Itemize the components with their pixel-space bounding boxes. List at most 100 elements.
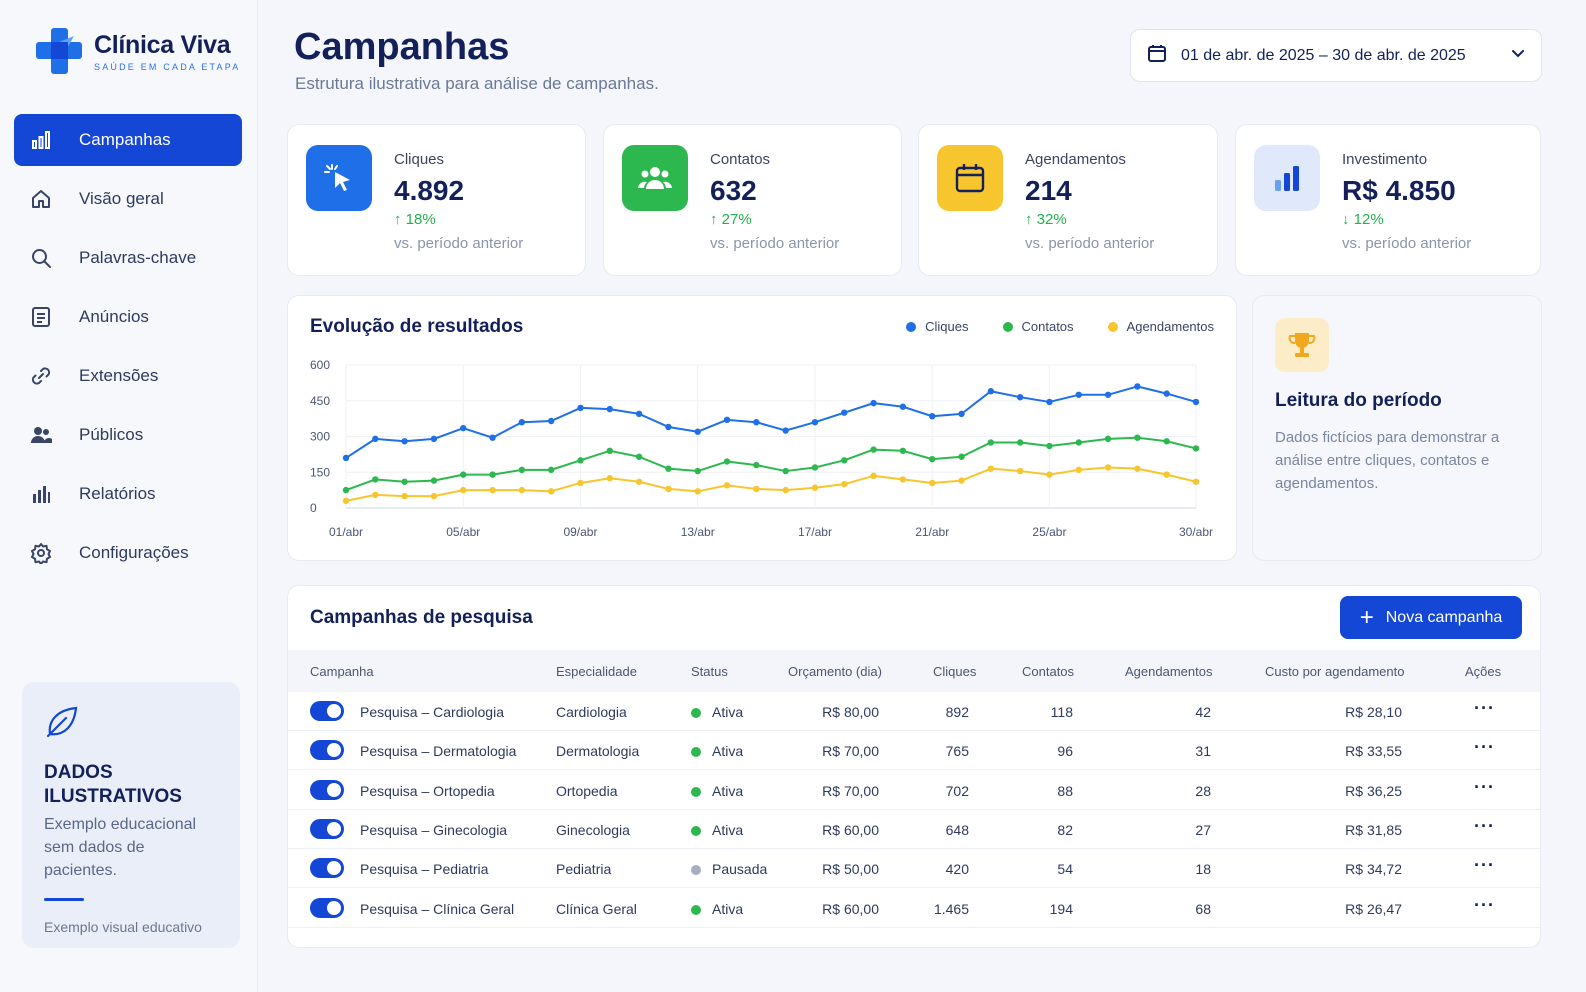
column-header[interactable]: Contatos: [1022, 664, 1075, 679]
campaign-name[interactable]: Pesquisa – Pediatria: [360, 861, 489, 877]
status-dot: [691, 905, 701, 915]
column-header[interactable]: Orçamento (dia): [788, 664, 882, 679]
campaigns-table-card: Campanhas de pesquisa + Nova campanha Ca…: [287, 585, 1541, 948]
campaign-toggle[interactable]: [310, 819, 344, 839]
sidebar-item-relatorios[interactable]: Relatórios: [14, 468, 242, 520]
campaign-toggle[interactable]: [310, 701, 344, 721]
info-card-title: DADOS ILUSTRATIVOS: [44, 762, 182, 807]
more-actions-icon[interactable]: ···: [1474, 737, 1495, 757]
status: Ativa: [691, 822, 743, 838]
sidebar-item-anuncios[interactable]: Anúncios: [14, 291, 242, 343]
data-point: [753, 485, 760, 493]
campaign-name[interactable]: Pesquisa – Ginecologia: [360, 822, 508, 838]
status-dot: [691, 865, 701, 875]
sidebar-item-extensoes[interactable]: Extensões: [14, 350, 242, 402]
data-point: [929, 455, 936, 463]
campaign-toggle[interactable]: [310, 740, 344, 760]
series-line-agendamentos: [345, 466, 1197, 502]
kpi-value: 214: [1025, 175, 1072, 206]
sidebar-item-configuracoes[interactable]: Configurações: [14, 527, 242, 579]
legend-item-agendamentos[interactable]: Agendamentos: [1107, 319, 1214, 334]
data-point: [606, 475, 613, 482]
x-tick-label: 09/abr: [563, 525, 597, 539]
kpi-delta-value: 12%: [1353, 211, 1384, 228]
sidebar-item-palavras-chave[interactable]: Palavras-chave: [14, 232, 242, 284]
data-point: [577, 457, 584, 464]
data-point: [460, 471, 467, 478]
column-header[interactable]: Especialidade: [556, 664, 637, 679]
budget: R$ 70,00: [822, 743, 879, 759]
specialty: Cardiologia: [556, 704, 627, 720]
data-point: [342, 486, 350, 494]
table-row[interactable]: Pesquisa – Pediatria Pediatria Pausada R$ 5…: [288, 849, 1540, 888]
brand-logo[interactable]: Clínica Viva SAÚDE EM CADA ETAPA: [34, 26, 241, 76]
data-point: [401, 492, 408, 500]
campaign-name[interactable]: Pesquisa – Dermatologia: [360, 743, 517, 759]
period-reading-card: Leitura do período Dados fictícios para …: [1252, 295, 1542, 561]
sidebar-item-publicos[interactable]: Públicos: [14, 409, 242, 461]
table-row[interactable]: Pesquisa – Cardiologia Cardiologia Ativa R$…: [288, 692, 1540, 731]
sidebar-item-visao-geral[interactable]: Visão geral: [14, 173, 242, 225]
data-point: [430, 492, 438, 500]
sidebar-item-label: Relatórios: [79, 484, 156, 503]
column-header[interactable]: Cliques: [933, 664, 977, 679]
budget: R$ 50,00: [822, 861, 879, 877]
contacts: 118: [1050, 704, 1073, 720]
budget: R$ 70,00: [822, 783, 879, 799]
data-point: [811, 419, 819, 426]
campaign-toggle[interactable]: [310, 898, 344, 918]
data-point: [577, 479, 584, 487]
table-row[interactable]: Pesquisa – Ortopedia Ortopedia Ativa R$ 70,…: [288, 771, 1540, 810]
sidebar-item-campanhas[interactable]: Campanhas: [14, 114, 242, 166]
column-header[interactable]: Status: [691, 664, 728, 679]
data-point: [1163, 390, 1170, 397]
kpi-delta-value: 18%: [405, 211, 436, 228]
data-point: [635, 410, 643, 418]
trophy-icon: [1275, 318, 1329, 372]
data-point: [401, 478, 408, 485]
new-campaign-button[interactable]: + Nova campanha: [1340, 596, 1522, 639]
campaign-name[interactable]: Pesquisa – Clínica Geral: [360, 901, 515, 917]
column-header[interactable]: Custo por agendamento: [1265, 664, 1405, 679]
data-point: [635, 453, 643, 460]
legend-item-contatos[interactable]: Contatos: [1002, 319, 1074, 334]
series-line-cliques: [345, 385, 1197, 459]
search-icon: [30, 247, 52, 269]
data-point: [899, 447, 907, 454]
column-header[interactable]: Agendamentos: [1125, 664, 1213, 679]
kpi-card-cliques: Cliques 4.892 ↑ 18% vs. período anterior: [287, 124, 586, 276]
more-actions-icon[interactable]: ···: [1474, 698, 1495, 718]
data-point: [753, 461, 760, 469]
more-actions-icon[interactable]: ···: [1474, 816, 1495, 836]
date-range-picker[interactable]: 01 de abr. de 2025 – 30 de abr. de 2025: [1130, 29, 1542, 82]
data-point: [929, 479, 936, 487]
campaign-name[interactable]: Pesquisa – Ortopedia: [360, 783, 495, 799]
column-header[interactable]: Campanha: [310, 664, 374, 679]
more-actions-icon[interactable]: ···: [1474, 895, 1495, 915]
more-actions-icon[interactable]: ···: [1474, 777, 1495, 797]
appointments: 31: [1195, 743, 1211, 759]
data-point: [430, 477, 438, 484]
page-title: Campanhas: [294, 26, 510, 68]
legend-item-cliques[interactable]: Cliques: [906, 319, 969, 334]
table-row[interactable]: Pesquisa – Clínica Geral Clínica Geral Ati…: [288, 889, 1540, 928]
more-actions-icon[interactable]: ···: [1474, 855, 1495, 875]
campaign-name[interactable]: Pesquisa – Cardiologia: [360, 704, 504, 720]
data-point: [1075, 391, 1082, 398]
data-point: [1192, 445, 1200, 452]
campaign-toggle[interactable]: [310, 780, 344, 800]
data-point: [665, 485, 672, 493]
data-point: [1046, 398, 1053, 406]
data-point: [606, 447, 613, 454]
data-point: [987, 465, 995, 472]
campaign-toggle[interactable]: [310, 858, 344, 878]
specialty: Clínica Geral: [556, 901, 637, 917]
table-row[interactable]: Pesquisa – Ginecologia Ginecologia Ativa R$…: [288, 810, 1540, 849]
calendar-icon: [937, 145, 1003, 211]
status-label: Pausada: [712, 861, 768, 877]
table-row[interactable]: Pesquisa – Dermatologia Dermatologia Ativa…: [288, 731, 1540, 770]
data-point: [1104, 435, 1112, 443]
data-point: [635, 478, 643, 485]
data-point: [665, 423, 672, 431]
data-point: [1016, 467, 1024, 475]
